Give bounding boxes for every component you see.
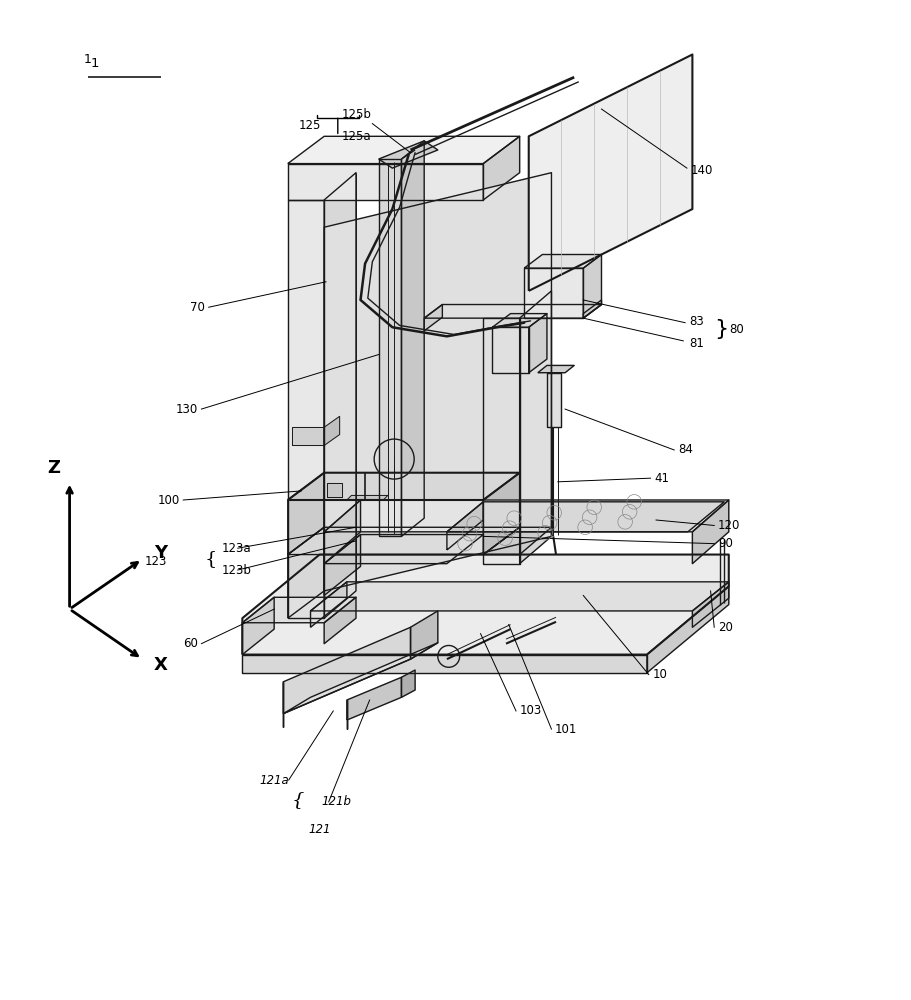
- Text: X: X: [154, 656, 168, 674]
- Polygon shape: [691, 582, 728, 627]
- Polygon shape: [492, 327, 528, 373]
- Polygon shape: [528, 54, 691, 291]
- Text: 60: 60: [183, 637, 198, 650]
- Text: 103: 103: [519, 704, 541, 717]
- Text: 125b: 125b: [341, 108, 371, 121]
- Text: 123a: 123a: [221, 542, 251, 555]
- Text: 70: 70: [190, 301, 205, 314]
- Polygon shape: [524, 268, 583, 318]
- Polygon shape: [483, 527, 551, 555]
- Polygon shape: [483, 473, 519, 555]
- Polygon shape: [310, 582, 346, 627]
- Polygon shape: [326, 483, 342, 497]
- Text: 125: 125: [299, 119, 321, 132]
- Text: 1: 1: [90, 57, 99, 70]
- Polygon shape: [583, 255, 601, 318]
- Text: 41: 41: [653, 472, 669, 485]
- Text: 130: 130: [175, 403, 198, 416]
- Polygon shape: [292, 427, 323, 445]
- Text: 123b: 123b: [221, 564, 251, 577]
- Polygon shape: [288, 473, 519, 500]
- Text: 121a: 121a: [259, 774, 289, 787]
- Polygon shape: [242, 655, 646, 673]
- Polygon shape: [288, 527, 323, 618]
- Polygon shape: [288, 527, 519, 555]
- Polygon shape: [483, 318, 519, 564]
- Text: }: }: [713, 319, 728, 339]
- Polygon shape: [283, 627, 410, 714]
- Text: 20: 20: [717, 621, 732, 634]
- Polygon shape: [283, 643, 437, 714]
- Text: 100: 100: [158, 493, 179, 506]
- Polygon shape: [410, 611, 437, 659]
- Polygon shape: [401, 141, 424, 536]
- Polygon shape: [288, 164, 483, 200]
- Polygon shape: [537, 365, 574, 373]
- Polygon shape: [242, 597, 274, 655]
- Text: 121: 121: [308, 823, 331, 836]
- Polygon shape: [346, 495, 387, 500]
- Polygon shape: [547, 373, 560, 427]
- Polygon shape: [424, 305, 442, 331]
- Polygon shape: [242, 597, 355, 623]
- Polygon shape: [528, 314, 547, 373]
- Polygon shape: [323, 535, 483, 564]
- Polygon shape: [323, 173, 551, 591]
- Text: 90: 90: [717, 537, 732, 550]
- Text: 84: 84: [677, 443, 692, 456]
- Polygon shape: [288, 136, 519, 164]
- Text: 121b: 121b: [321, 795, 351, 808]
- Polygon shape: [519, 291, 551, 564]
- Polygon shape: [691, 500, 728, 564]
- Polygon shape: [378, 159, 401, 536]
- Text: 101: 101: [555, 723, 577, 736]
- Polygon shape: [323, 500, 360, 564]
- Polygon shape: [242, 555, 728, 655]
- Text: 81: 81: [688, 337, 703, 350]
- Text: 10: 10: [651, 668, 667, 681]
- Polygon shape: [323, 173, 355, 618]
- Polygon shape: [401, 670, 415, 697]
- Polygon shape: [323, 535, 360, 595]
- Text: {: {: [204, 550, 217, 568]
- Polygon shape: [646, 586, 728, 673]
- Text: Y: Y: [154, 544, 167, 562]
- Text: 120: 120: [717, 519, 740, 532]
- Polygon shape: [446, 502, 723, 532]
- Text: 80: 80: [728, 323, 742, 336]
- Polygon shape: [323, 500, 728, 532]
- Text: 1: 1: [83, 53, 91, 66]
- Polygon shape: [310, 582, 728, 611]
- Text: {: {: [292, 791, 304, 809]
- Polygon shape: [288, 200, 323, 618]
- Text: 140: 140: [690, 164, 712, 177]
- Text: 123: 123: [144, 555, 167, 568]
- Polygon shape: [323, 597, 355, 644]
- Polygon shape: [446, 502, 483, 550]
- Text: Z: Z: [46, 459, 59, 477]
- Polygon shape: [288, 473, 323, 555]
- Polygon shape: [583, 300, 601, 318]
- Text: 83: 83: [688, 315, 702, 328]
- Text: 125a: 125a: [341, 130, 371, 143]
- Polygon shape: [323, 416, 339, 445]
- Polygon shape: [346, 677, 401, 720]
- Polygon shape: [492, 314, 547, 327]
- Polygon shape: [483, 136, 519, 200]
- Polygon shape: [424, 305, 601, 318]
- Polygon shape: [378, 141, 437, 168]
- Polygon shape: [524, 255, 601, 268]
